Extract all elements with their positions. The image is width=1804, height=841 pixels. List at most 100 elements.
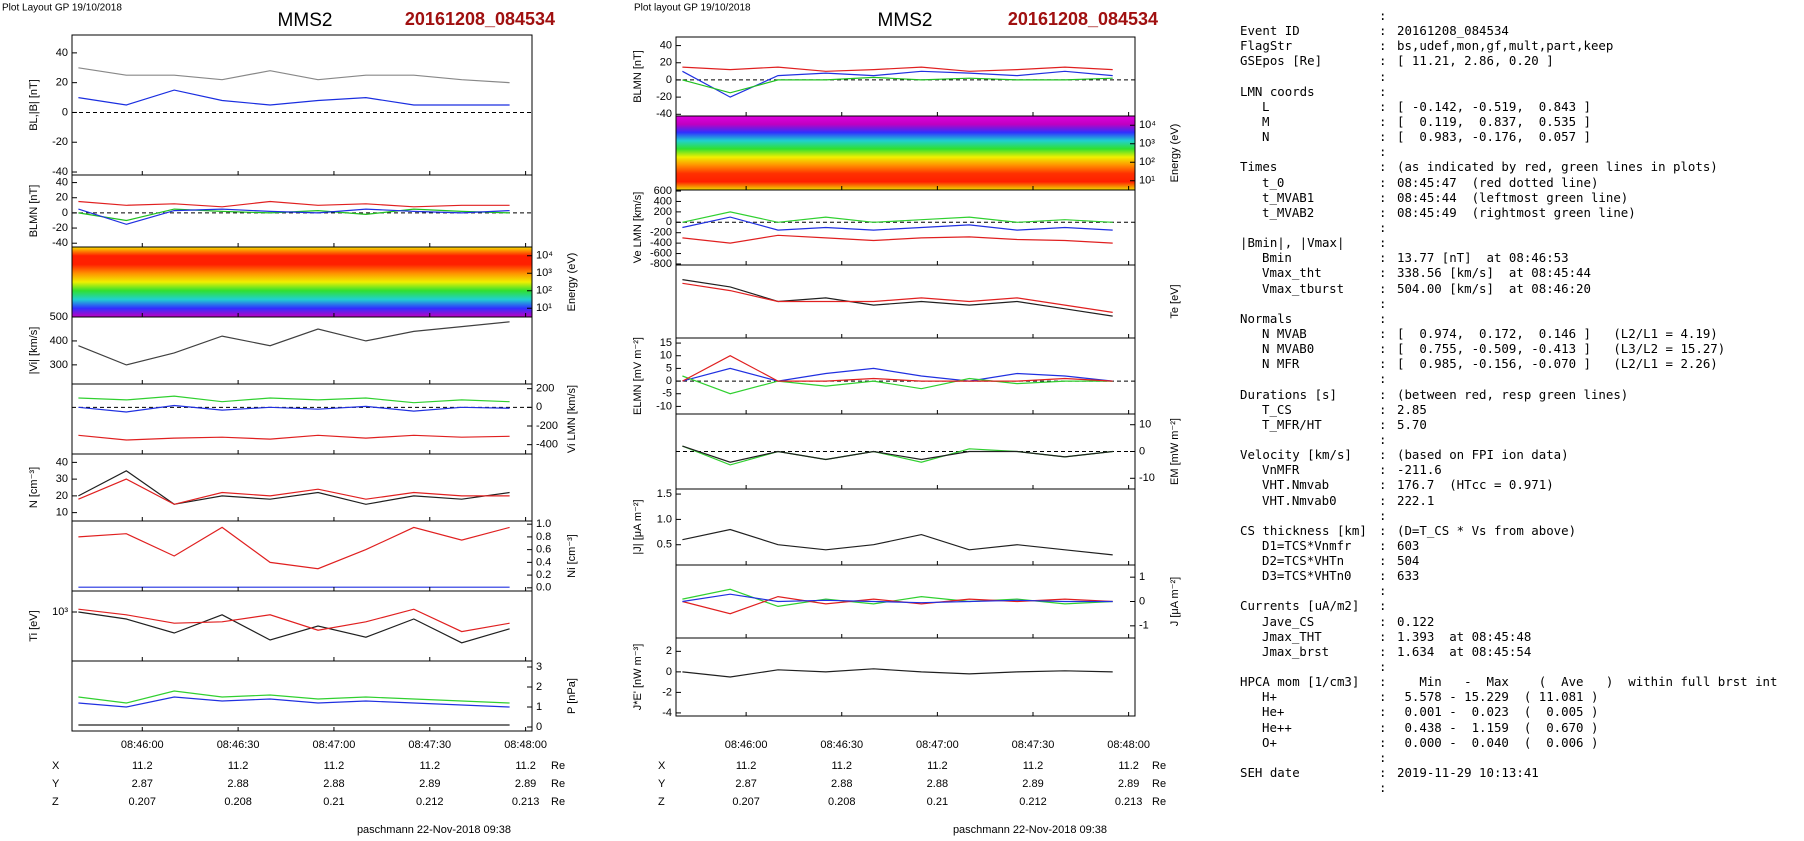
listing-value: 08:45:49 (rightmost green line)	[1397, 204, 1636, 220]
ephemeris-value: 2.88	[831, 778, 852, 790]
listing-row: :	[1232, 659, 1777, 674]
y-axis-label: BLMN [nT]	[632, 50, 644, 103]
series-line	[78, 404, 510, 413]
listing-key: t_MVAB2	[1262, 204, 1315, 220]
y-tick-label: 300	[50, 359, 68, 371]
listing-row: SEH date:2019-11-29 10:13:41	[1232, 765, 1777, 780]
listing-key: N	[1262, 129, 1270, 145]
listing-key: He++	[1262, 719, 1292, 735]
listing-row: N: [ 0.983, -0.176, 0.057 ]	[1232, 129, 1777, 144]
colon: :	[1379, 598, 1387, 614]
y-tick-label: 0	[666, 216, 672, 228]
y-tick-label: 1.5	[657, 488, 672, 500]
colon: :	[1379, 749, 1387, 765]
y-axis-label: EM [mW m⁻²]	[1169, 418, 1181, 485]
listing-value: [ 0.119, 0.837, 0.535 ]	[1397, 113, 1591, 129]
listing-row: t_0:08:45:47 (red dotted line)	[1232, 175, 1777, 190]
listing-row: FlagStr: bs,udef,mon,gf,mult,part,keep	[1232, 38, 1777, 53]
listing-row: D1=TCS*Vnmfr:603	[1232, 538, 1777, 553]
series-line	[78, 470, 510, 505]
listing-key: Bmin	[1262, 250, 1292, 266]
listing-key: CS thickness [km]	[1240, 522, 1367, 538]
series-line	[78, 321, 510, 366]
listing-key	[1232, 583, 1379, 598]
ephemeris-value: 2.88	[323, 778, 344, 790]
y-tick-label: 40	[56, 176, 68, 188]
y-axis-label: BL,|B| [nT]	[28, 79, 40, 131]
y-axis-label: N [cm⁻³]	[28, 467, 40, 508]
y-tick-label: -5	[662, 388, 672, 400]
listing-key: VHT.Nmvab	[1262, 477, 1330, 493]
x-tick-label: 08:46:30	[217, 739, 260, 751]
ephemeris-value: 0.208	[828, 796, 856, 808]
panel-frame	[71, 660, 533, 732]
y-tick-label: 0	[666, 74, 672, 86]
listing-row: :	[1232, 371, 1777, 386]
listing-key	[1232, 220, 1379, 235]
colon: :	[1379, 416, 1387, 432]
y-tick-label: 15	[660, 337, 672, 349]
ephemeris-value: 2.89	[1118, 778, 1139, 790]
listing-row: D3=TCS*VHTn0:633	[1232, 568, 1777, 583]
listing-value	[1397, 296, 1777, 311]
ephemeris-label: Z	[52, 796, 59, 808]
ephemeris-value: 11.2	[419, 760, 440, 772]
listing-value	[1397, 84, 1777, 99]
listing-row: :	[1232, 69, 1777, 84]
listing-value: 5.578 - 15.229 ( 11.081 )	[1397, 689, 1599, 705]
colon: :	[1379, 477, 1387, 493]
listing-row: :	[1232, 508, 1777, 523]
colon: :	[1379, 568, 1387, 584]
listing-value: 338.56 [km/s] at 08:45:44	[1397, 265, 1591, 281]
colon: :	[1379, 250, 1387, 266]
ephemeris-value: 0.21	[323, 796, 344, 808]
y-tick-label: 0	[62, 207, 68, 219]
series-line	[682, 593, 1113, 604]
listing-row: Normals:	[1232, 311, 1777, 326]
listing-key	[1232, 371, 1379, 386]
listing-value: (as indicated by red, green lines in plo…	[1397, 159, 1718, 175]
listing-row: N MFR: [ 0.985, -0.156, -0.070 ] (L2/L1 =…	[1232, 356, 1777, 371]
y-tick-label: -40	[52, 237, 68, 249]
y-tick-label: -200	[650, 227, 672, 239]
ephemeris-value: 11.2	[1118, 760, 1139, 772]
listing-value: 0.122	[1397, 613, 1435, 629]
listing-key: VHT.Nmvab0	[1262, 492, 1337, 508]
listing-key: LMN coords	[1240, 83, 1315, 99]
y-tick-label: -20	[52, 222, 68, 234]
listing-value	[1397, 432, 1777, 447]
x-tick-label: 08:48:00	[1107, 739, 1150, 751]
listing-value: 20161208_084534	[1397, 23, 1509, 39]
y-tick-label: 0.0	[536, 582, 551, 594]
colon: :	[1379, 401, 1387, 417]
series-line	[682, 375, 1113, 395]
listing-row: LMN coords:	[1232, 84, 1777, 99]
colon: :	[1379, 507, 1387, 523]
listing-row: :	[1232, 296, 1777, 311]
listing-value: 1.634 at 08:45:54	[1397, 643, 1532, 659]
series-line	[78, 608, 510, 633]
listing-value: [ 0.983, -0.176, 0.057 ]	[1397, 129, 1591, 145]
y-tick-label: -20	[52, 136, 68, 148]
ephemeris-unit: Re	[1152, 796, 1166, 808]
colon: :	[1379, 780, 1387, 796]
ephemeris-value: 11.2	[1023, 760, 1044, 772]
y-tick-label: 5	[666, 362, 672, 374]
y-tick-label: 1	[536, 701, 542, 713]
listing-value: 222.1	[1397, 492, 1435, 508]
listing-key: Jmax_brst	[1262, 643, 1330, 659]
caption: Plot Layout GP 19/10/2018	[2, 3, 122, 14]
spectrogram	[72, 247, 532, 317]
series-line	[78, 696, 510, 708]
ephemeris-label: X	[52, 760, 60, 772]
listing-value: (D=T_CS * Vs from above)	[1397, 522, 1577, 538]
listing-value	[1397, 598, 1777, 613]
listing-key: D3=TCS*VHTn0	[1262, 568, 1352, 584]
ephemeris-value: 0.212	[1019, 796, 1047, 808]
listing-key: t_MVAB1	[1262, 189, 1315, 205]
listing-value: [ 0.974, 0.172, 0.146 ] (L2/L1 = 4.19)	[1397, 325, 1718, 341]
listing-key: N MVAB	[1262, 325, 1307, 341]
listing-row: Bmin:13.77 [nT] at 08:46:53	[1232, 250, 1777, 265]
listing-value: 08:45:47 (red dotted line)	[1397, 174, 1599, 190]
y-tick-label: 10³	[1139, 138, 1155, 150]
